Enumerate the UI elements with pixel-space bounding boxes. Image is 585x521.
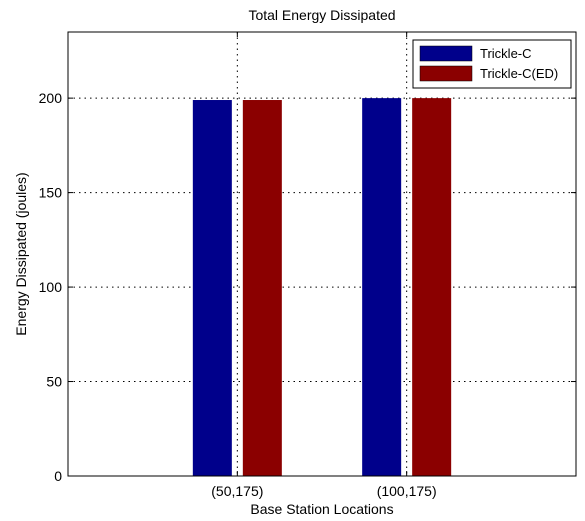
bars [192, 98, 452, 477]
x-tick-label: (50,175) [211, 483, 263, 499]
bar [412, 98, 452, 477]
x-axis-label: Base Station Locations [250, 501, 393, 517]
legend-swatch [419, 65, 473, 82]
legend-swatch [419, 45, 473, 62]
y-tick-label: 100 [39, 279, 63, 295]
bar [242, 100, 282, 476]
y-tick-label: 50 [46, 374, 62, 390]
legend-label: Trickle-C(ED) [480, 66, 558, 81]
chart-title: Total Energy Dissipated [248, 7, 395, 23]
y-axis-ticks: 0 50 100 150 200 [39, 90, 576, 484]
legend-label: Trickle-C [480, 46, 532, 61]
y-tick-label: 0 [54, 468, 62, 484]
y-tick-label: 200 [39, 90, 63, 106]
bar [192, 100, 232, 476]
grid-lines [68, 32, 576, 476]
bar [362, 98, 402, 477]
legend: Trickle-C Trickle-C(ED) [412, 39, 572, 89]
y-axis-label: Energy Dissipated (joules) [13, 172, 29, 335]
y-tick-label: 150 [39, 185, 63, 201]
x-tick-label: (100,175) [377, 483, 437, 499]
plot-frame [67, 31, 577, 477]
x-axis-ticks: (50,175) (100,175) [211, 32, 437, 499]
